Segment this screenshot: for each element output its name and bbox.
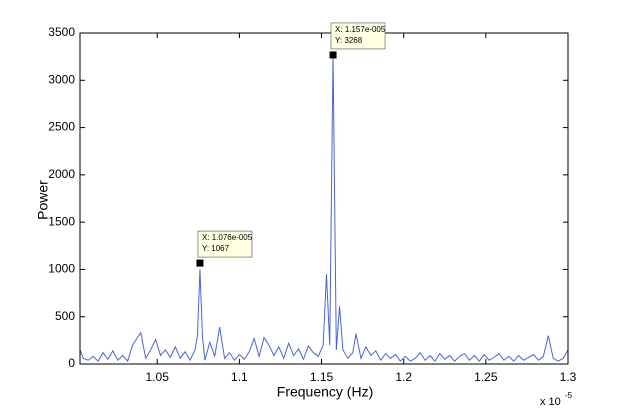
axes-box	[79, 32, 569, 365]
x-exponent-base: x 10	[540, 396, 561, 408]
y-tick-label: 500	[55, 309, 75, 323]
y-tick-label: 1000	[48, 262, 75, 276]
x-tick-label: 1.15	[310, 370, 334, 384]
x-tick-label: 1.05	[146, 370, 170, 384]
y-tick-label: 2000	[48, 167, 75, 181]
data-tip: X: 1.157e-005 Y: 3268	[329, 22, 386, 59]
x-tick-label: 1.25	[474, 370, 498, 384]
data-tip-box	[197, 230, 253, 258]
data-tip: X: 1.076e-005 Y: 1067	[196, 230, 253, 267]
y-tick-label: 3500	[48, 25, 75, 39]
x-tick-label: 1.1	[231, 370, 248, 384]
y-axis-label: Power	[35, 180, 51, 220]
y-tick-label: 3000	[48, 72, 75, 86]
x-axis-label: Frequency (Hz)	[277, 384, 373, 400]
y-tick-label: 0	[68, 356, 75, 370]
x-tick-label: 1.3	[560, 370, 577, 384]
data-tip-text: X: 1.076e-005	[202, 233, 253, 242]
y-tick-label: 1500	[48, 214, 75, 228]
x-tick-label: 1.2	[395, 370, 412, 384]
data-tip-marker	[196, 259, 204, 267]
spectrum-line	[79, 54, 569, 363]
data-tip-text: Y: 1067	[202, 244, 230, 253]
data-tip-text: X: 1.157e-005	[335, 25, 386, 34]
data-tip-box	[330, 22, 386, 50]
y-tick-label: 2500	[48, 120, 75, 134]
plot-area	[80, 33, 568, 364]
data-tip-marker	[329, 51, 337, 59]
x-exponent: -5	[565, 391, 573, 400]
data-tip-text: Y: 3268	[335, 36, 363, 45]
